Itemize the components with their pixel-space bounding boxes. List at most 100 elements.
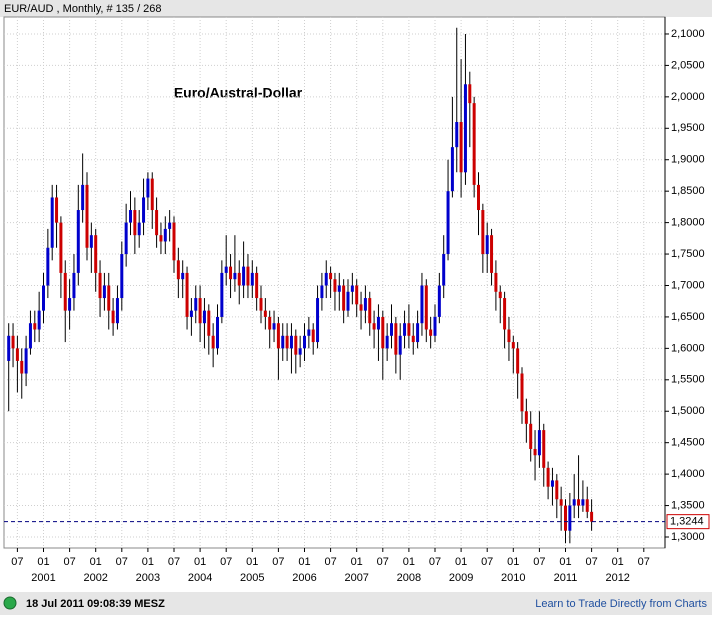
candle-body <box>115 298 119 324</box>
candle-body <box>590 511 594 522</box>
x-tick-label: 07 <box>11 556 23 568</box>
candle-body <box>55 197 59 223</box>
candle-body <box>542 430 546 468</box>
x-tick-label: 01 <box>246 556 258 568</box>
candle-body <box>442 254 446 286</box>
candle-body <box>268 316 272 330</box>
candle-body <box>24 348 28 374</box>
candle-body <box>285 335 289 349</box>
candle-body <box>150 178 154 211</box>
candle-body <box>202 310 206 324</box>
candle-body <box>46 247 50 286</box>
axis-labels: 1,3000 1,3500 1,4000 1,4500 1,5000 1,5500 1,60… <box>11 28 704 584</box>
x-tick-label: 01 <box>298 556 310 568</box>
x-tick-label: 07 <box>638 556 650 568</box>
year-label: 2006 <box>292 572 316 584</box>
candle-body <box>376 316 380 330</box>
candle-body <box>250 272 254 286</box>
candle-body <box>181 272 185 280</box>
candle-body <box>237 272 241 286</box>
y-tick-label: 1,9000 <box>671 154 705 166</box>
candle-body <box>72 272 76 299</box>
y-tick-label: 1,4500 <box>671 437 705 449</box>
candle-body <box>555 480 559 500</box>
y-tick-label: 2,1000 <box>671 28 705 40</box>
x-tick-label: 07 <box>324 556 336 568</box>
candle-body <box>246 266 250 286</box>
candle-body <box>198 298 202 324</box>
candle-body <box>568 505 572 531</box>
candle-body <box>107 285 111 311</box>
candle-body <box>481 210 485 255</box>
candle-body <box>124 222 128 255</box>
candle-body <box>381 316 385 349</box>
candle-body <box>159 235 163 242</box>
x-tick-label: 07 <box>429 556 441 568</box>
candle-body <box>298 348 302 355</box>
candle-body <box>255 272 259 299</box>
candle-body <box>511 342 515 349</box>
candle-body <box>472 103 476 185</box>
candle-body <box>337 285 341 292</box>
candle-body <box>85 184 89 248</box>
candle-body <box>211 335 215 349</box>
candle-body <box>459 122 463 173</box>
footer-link[interactable]: Learn to Trade Directly from Charts <box>535 598 707 610</box>
x-tick-label: 07 <box>220 556 232 568</box>
y-tick-label: 1,8500 <box>671 185 705 197</box>
x-tick-label: 01 <box>37 556 49 568</box>
candle-body <box>585 499 589 512</box>
candle-body <box>42 285 45 311</box>
candle-body <box>498 291 502 299</box>
x-tick-label: 07 <box>481 556 493 568</box>
y-tick-label: 2,0500 <box>671 59 705 71</box>
candle-body <box>133 210 137 236</box>
candle-body <box>520 373 524 412</box>
candle-body <box>259 298 263 311</box>
year-label: 2003 <box>136 572 160 584</box>
candle-body <box>329 272 333 280</box>
timestamp: 18 Jul 2011 09:08:39 MESZ <box>26 598 165 610</box>
x-tick-label: 01 <box>403 556 415 568</box>
candle-body <box>146 178 150 198</box>
candle-body <box>546 467 550 487</box>
candle-body <box>398 335 402 355</box>
candle-body <box>185 272 189 317</box>
last-price-box <box>666 514 710 530</box>
year-label: 2004 <box>188 572 212 584</box>
year-label: 2008 <box>397 572 421 584</box>
candle-body <box>142 197 146 223</box>
y-tick-label: 1,3000 <box>671 531 705 543</box>
candles <box>4 27 710 544</box>
candle-body <box>276 323 280 349</box>
x-tick-label: 01 <box>455 556 467 568</box>
candle-body <box>102 285 106 299</box>
candle-body <box>550 480 554 487</box>
candle-body <box>524 411 528 424</box>
candle-body <box>176 260 180 280</box>
candle-body <box>477 184 480 211</box>
year-label: 2001 <box>31 572 55 584</box>
candle-body <box>11 335 15 349</box>
candle-body <box>572 499 576 506</box>
candle-body <box>94 235 98 273</box>
x-tick-label: 07 <box>585 556 597 568</box>
year-label: 2011 <box>554 572 578 584</box>
x-tick-label: 01 <box>90 556 102 568</box>
candle-body <box>307 329 311 336</box>
candle-body <box>516 348 520 374</box>
candle-body <box>216 316 219 349</box>
last-price-label: 1,3244 <box>670 516 704 528</box>
candle-body <box>137 222 141 236</box>
footer-bar <box>0 592 712 615</box>
y-tick-label: 1,6500 <box>671 311 705 323</box>
candle-body <box>403 323 407 336</box>
year-label: 2002 <box>83 572 107 584</box>
candle-body <box>37 310 41 330</box>
candle-body <box>559 499 563 506</box>
candle-body <box>420 285 424 324</box>
y-tick-label: 1,9500 <box>671 122 705 134</box>
candle-body <box>63 272 67 311</box>
candle-body <box>163 228 167 242</box>
candle-body <box>581 499 585 506</box>
